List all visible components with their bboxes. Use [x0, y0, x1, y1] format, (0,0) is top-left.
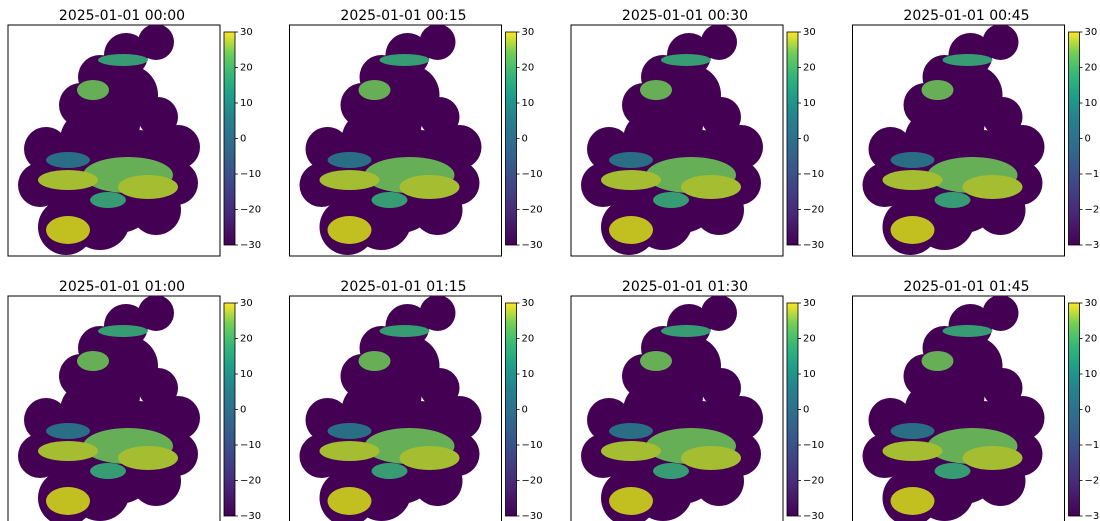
colorbar-tick-label: −30: [803, 511, 824, 521]
colorbar-tick-label: −10: [522, 169, 543, 180]
colorbar: [1068, 31, 1080, 246]
colorbar-tick-label: 30: [1085, 298, 1098, 309]
colorbar-tick-label: −30: [803, 240, 824, 251]
colorbar-tick-label: 20: [240, 334, 253, 345]
colorbar-tick-label: 30: [522, 298, 535, 309]
colorbar-tick-label: −30: [240, 240, 261, 251]
colorbar-tick-label: 30: [803, 27, 816, 38]
colorbar-tick-label: −10: [240, 169, 261, 180]
colorbar-tick-label: 0: [803, 134, 809, 145]
colorbar-tick-label: −20: [522, 205, 543, 216]
colorbar-tick-label: −20: [522, 476, 543, 487]
colorbar-tick-label: 30: [240, 27, 253, 38]
colorbar-tick-label: 20: [1085, 334, 1098, 345]
colorbar-tick-label: −10: [803, 440, 824, 451]
colorbar: [786, 31, 799, 246]
panel-title: 2025-01-01 01:45: [903, 279, 1029, 295]
colorbar-tick-label: 30: [240, 298, 253, 309]
panel-title: 2025-01-01 00:15: [340, 8, 466, 24]
colorbar-tick-label: −20: [1085, 476, 1100, 487]
panel-title: 2025-01-01 00:45: [903, 8, 1029, 24]
panel-title: 2025-01-01 01:15: [340, 279, 466, 295]
colorbar-tick-label: 10: [1085, 369, 1098, 380]
colorbar-tick-label: −10: [1085, 169, 1100, 180]
colorbar-tick-label: 30: [1085, 27, 1098, 38]
colorbar-tick-label: 0: [240, 134, 246, 145]
colorbar-tick-label: −30: [522, 240, 543, 251]
colorbar: [223, 31, 236, 246]
panel-title: 2025-01-01 00:00: [59, 8, 185, 24]
colorbar-tick-label: −30: [522, 511, 543, 521]
colorbar: [505, 31, 517, 246]
colorbar-tick-label: 0: [1085, 134, 1091, 145]
colorbar-tick-label: 0: [522, 405, 528, 416]
colorbar-tick-label: −30: [240, 511, 261, 521]
colorbar-tick-label: 0: [803, 405, 809, 416]
colorbar-tick-label: 10: [240, 98, 253, 109]
colorbar-tick-label: −20: [1085, 205, 1100, 216]
colorbar-tick-label: 20: [522, 63, 535, 74]
colorbar-tick-label: 20: [803, 63, 816, 74]
colorbar-tick-label: −30: [1085, 511, 1100, 521]
colorbar-tick-label: −30: [1085, 240, 1100, 251]
panel-title: 2025-01-01 01:30: [622, 279, 748, 295]
panel-title: 2025-01-01 00:30: [622, 8, 748, 24]
colorbar-tick-label: −10: [1085, 440, 1100, 451]
colorbar-tick-label: −20: [240, 205, 261, 216]
colorbar-tick-label: 0: [240, 405, 246, 416]
colorbar-tick-label: 10: [522, 98, 535, 109]
colorbar-tick-label: −10: [803, 169, 824, 180]
colorbar-tick-label: 10: [240, 369, 253, 380]
panel-title: 2025-01-01 01:00: [59, 279, 185, 295]
colorbar-tick-label: 20: [240, 63, 253, 74]
colorbar-tick-label: 30: [803, 298, 816, 309]
colorbar-tick-label: 10: [522, 369, 535, 380]
colorbar-tick-label: −20: [803, 476, 824, 487]
colorbar-tick-label: 0: [522, 134, 528, 145]
colorbar-tick-label: −20: [803, 205, 824, 216]
colorbar-tick-label: −10: [522, 440, 543, 451]
colorbar-tick-label: 20: [522, 334, 535, 345]
colorbar: [786, 302, 799, 517]
colorbar-tick-label: 10: [1085, 98, 1098, 109]
colorbar-tick-label: 10: [803, 369, 816, 380]
colorbar-tick-label: −20: [240, 476, 261, 487]
colorbar-tick-label: 20: [1085, 63, 1098, 74]
colorbar: [505, 302, 517, 517]
colorbar: [223, 302, 236, 517]
colorbar-tick-label: 0: [1085, 405, 1091, 416]
colorbar-tick-label: 10: [803, 98, 816, 109]
colorbar: [1068, 302, 1080, 517]
colorbar-tick-label: 30: [522, 27, 535, 38]
colorbar-tick-label: −10: [240, 440, 261, 451]
colorbar-tick-label: 20: [803, 334, 816, 345]
